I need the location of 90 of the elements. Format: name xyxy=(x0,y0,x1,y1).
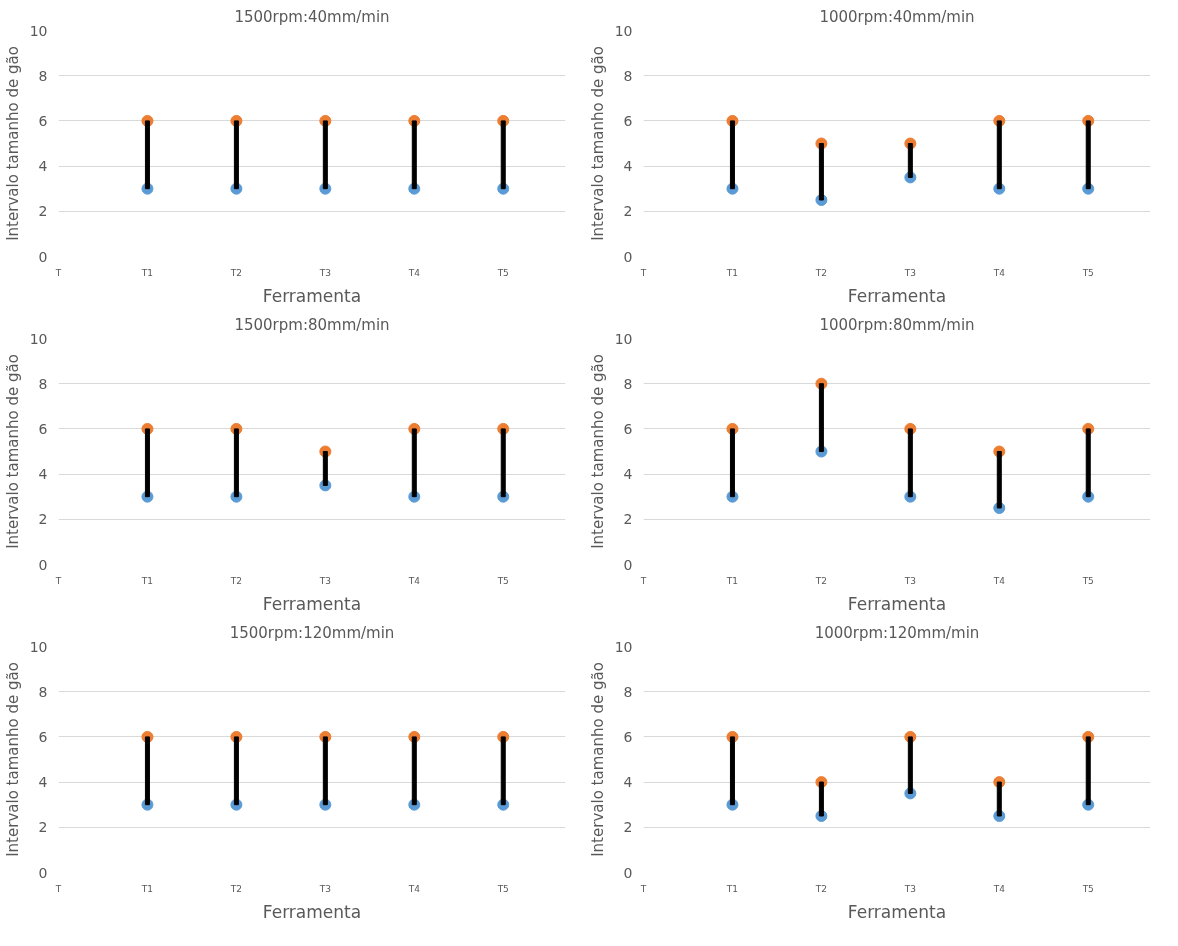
x-tick-label: T2 xyxy=(229,575,243,586)
x-tick-label: T1 xyxy=(140,883,154,894)
x-tick-label: T2 xyxy=(229,883,243,894)
y-tick-label: 6 xyxy=(38,420,48,437)
y-tick-label: 8 xyxy=(623,683,633,700)
y-tick-label: 4 xyxy=(38,774,48,791)
y-axis-title: Intervalo tamanho de gão xyxy=(588,354,607,549)
y-tick-label: 4 xyxy=(623,774,633,791)
x-tick-label: T5 xyxy=(1081,883,1094,894)
x-tick-label: T1 xyxy=(725,267,739,278)
y-tick-label: 2 xyxy=(38,511,48,528)
y-tick-label: 8 xyxy=(38,683,48,700)
y-tick-label: 10 xyxy=(614,638,633,655)
chart-title: 1500rpm:80mm/min xyxy=(234,315,390,334)
x-tick-label: T2 xyxy=(229,267,243,278)
y-tick-label: 4 xyxy=(38,466,48,483)
chart-title: 1500rpm:40mm/min xyxy=(234,7,390,26)
y-axis-title: Intervalo tamanho de gão xyxy=(3,662,22,857)
x-tick-label: T2 xyxy=(814,883,828,894)
y-tick-label: 2 xyxy=(38,819,48,836)
y-tick-label: 8 xyxy=(623,375,633,392)
x-tick-label: T5 xyxy=(496,883,509,894)
x-tick-label: T3 xyxy=(903,883,916,894)
x-tick-label: T3 xyxy=(903,267,916,278)
chart-title: 1000rpm:120mm/min xyxy=(814,623,980,642)
chart-title: 1000rpm:40mm/min xyxy=(819,7,975,26)
y-tick-label: 0 xyxy=(623,248,633,265)
y-tick-label: 8 xyxy=(623,67,633,84)
y-tick-label: 8 xyxy=(38,375,48,392)
y-axis-title: Intervalo tamanho de gão xyxy=(3,354,22,549)
x-tick-label: T xyxy=(54,267,62,278)
x-tick-label: T xyxy=(54,575,62,586)
y-tick-label: 2 xyxy=(38,203,48,220)
y-axis-title: Intervalo tamanho de gão xyxy=(3,46,22,241)
y-tick-label: 2 xyxy=(623,511,633,528)
x-tick-label: T5 xyxy=(1081,575,1094,586)
y-tick-label: 6 xyxy=(623,112,633,129)
x-tick-label: T4 xyxy=(992,883,1006,894)
x-tick-label: T4 xyxy=(992,575,1006,586)
y-tick-label: 10 xyxy=(614,330,633,347)
y-tick-label: 0 xyxy=(623,864,633,881)
y-tick-label: 6 xyxy=(623,420,633,437)
x-tick-label: T4 xyxy=(407,575,421,586)
x-tick-label: T xyxy=(54,883,62,894)
x-axis-title: Ferramenta xyxy=(847,901,947,922)
x-axis-title: Ferramenta xyxy=(262,901,362,922)
chart-title: 1500rpm:120mm/min xyxy=(229,623,395,642)
y-tick-label: 4 xyxy=(623,466,633,483)
y-tick-label: 0 xyxy=(623,556,633,573)
y-tick-label: 6 xyxy=(38,728,48,745)
y-axis-title: Intervalo tamanho de gão xyxy=(588,662,607,857)
x-tick-label: T5 xyxy=(1081,267,1094,278)
x-tick-label: T1 xyxy=(140,267,154,278)
x-tick-label: T1 xyxy=(725,575,739,586)
x-axis-title: Ferramenta xyxy=(847,593,947,614)
x-axis-title: Ferramenta xyxy=(847,285,947,306)
y-tick-label: 4 xyxy=(38,158,48,175)
x-tick-label: T xyxy=(639,267,647,278)
y-tick-label: 10 xyxy=(614,22,633,39)
x-tick-label: T xyxy=(639,883,647,894)
y-tick-label: 6 xyxy=(38,112,48,129)
x-tick-label: T1 xyxy=(725,883,739,894)
x-tick-label: T3 xyxy=(903,575,916,586)
x-tick-label: T4 xyxy=(407,883,421,894)
y-tick-label: 0 xyxy=(38,864,48,881)
y-tick-label: 2 xyxy=(623,819,633,836)
x-tick-label: T3 xyxy=(318,575,331,586)
x-axis-title: Ferramenta xyxy=(262,593,362,614)
x-axis-title: Ferramenta xyxy=(262,285,362,306)
x-tick-label: T3 xyxy=(318,267,331,278)
x-tick-label: T2 xyxy=(814,575,828,586)
x-tick-label: T4 xyxy=(992,267,1006,278)
y-tick-label: 0 xyxy=(38,556,48,573)
y-tick-label: 6 xyxy=(623,728,633,745)
x-tick-label: T4 xyxy=(407,267,421,278)
chart-title: 1000rpm:80mm/min xyxy=(819,315,975,334)
y-tick-label: 10 xyxy=(29,22,48,39)
y-tick-label: 10 xyxy=(29,638,48,655)
y-axis-title: Intervalo tamanho de gão xyxy=(588,46,607,241)
x-tick-label: T5 xyxy=(496,575,509,586)
y-tick-label: 8 xyxy=(38,67,48,84)
x-tick-label: T xyxy=(639,575,647,586)
x-tick-label: T1 xyxy=(140,575,154,586)
x-tick-label: T3 xyxy=(318,883,331,894)
x-tick-label: T2 xyxy=(814,267,828,278)
y-tick-label: 4 xyxy=(623,158,633,175)
y-tick-label: 10 xyxy=(29,330,48,347)
x-tick-label: T5 xyxy=(496,267,509,278)
y-tick-label: 0 xyxy=(38,248,48,265)
y-tick-label: 2 xyxy=(623,203,633,220)
